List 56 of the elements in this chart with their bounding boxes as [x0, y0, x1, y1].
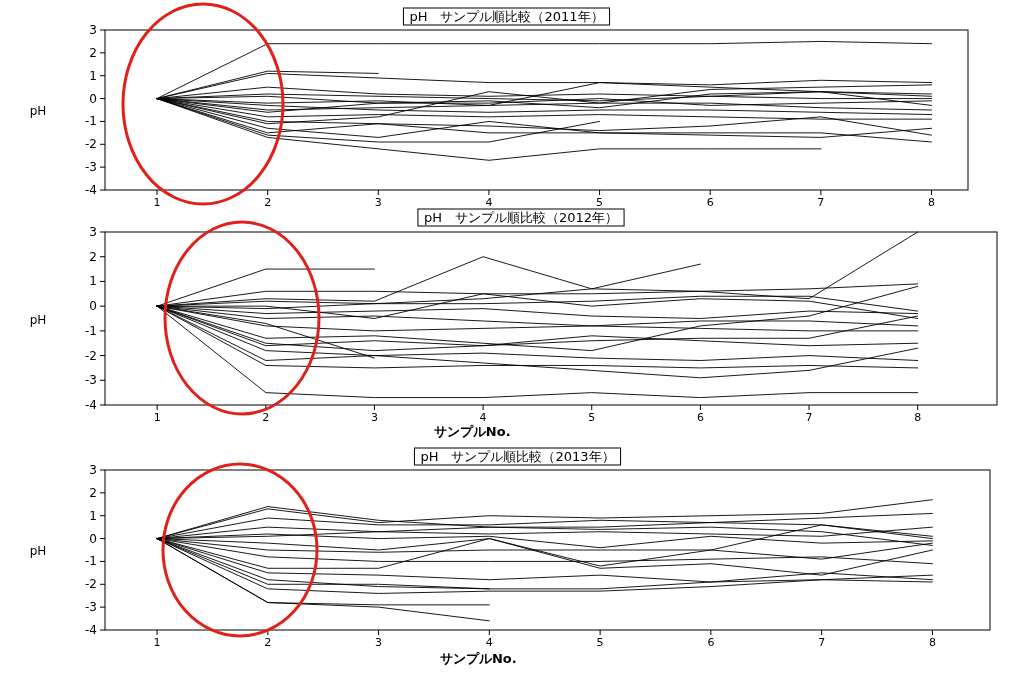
y-tick-label: 0 [89, 299, 97, 314]
x-tick-label: 7 [817, 196, 825, 209]
x-tick-label: 8 [914, 411, 922, 424]
y-tick-label: 0 [89, 91, 97, 106]
x-tick-label: 1 [153, 196, 161, 209]
y-tick-label: -3 [85, 373, 97, 388]
x-tick-label: 8 [928, 636, 936, 649]
x-tick-label: 5 [596, 636, 604, 649]
y-tick-label: -3 [85, 160, 97, 175]
x-tick-label: 2 [264, 196, 272, 209]
x-axis-title: サンプルNo. [433, 424, 511, 439]
x-tick-label: 6 [706, 196, 714, 209]
x-tick-label: 3 [375, 636, 383, 649]
y-tick-label: -1 [85, 323, 97, 338]
x-tick-label: 3 [370, 411, 378, 424]
x-tick-label: 5 [596, 196, 604, 209]
y-tick-label: 3 [89, 463, 97, 477]
y-axis-title: pH [29, 104, 47, 118]
chart-title: pH サンプル順比較（2011年） [409, 9, 604, 24]
chart-title: pH サンプル順比較（2013年） [420, 449, 615, 464]
y-tick-label: 3 [89, 23, 97, 37]
y-tick-label: 2 [89, 249, 97, 264]
y-tick-label: 2 [89, 485, 97, 500]
x-tick-label: 7 [805, 411, 813, 424]
y-axis-title: pH [29, 544, 47, 558]
y-tick-label: -2 [85, 348, 97, 363]
x-tick-label: 3 [374, 196, 382, 209]
x-tick-label: 1 [153, 411, 161, 424]
x-tick-label: 2 [262, 411, 270, 424]
y-tick-label: 1 [89, 68, 97, 83]
y-tick-label: -2 [85, 577, 97, 592]
x-tick-label: 5 [588, 411, 596, 424]
x-tick-label: 6 [696, 411, 704, 424]
y-tick-label: -4 [85, 398, 97, 412]
chart-title: pH サンプル順比較（2012年） [423, 210, 619, 225]
y-tick-label: -1 [85, 554, 97, 569]
x-tick-label: 4 [485, 196, 493, 209]
y-tick-label: 1 [89, 274, 97, 289]
x-tick-label: 4 [479, 411, 487, 424]
x-tick-label: 1 [153, 636, 161, 649]
y-tick-label: -2 [85, 137, 97, 152]
y-tick-label: -4 [85, 183, 97, 197]
y-tick-label: 2 [89, 45, 97, 60]
x-tick-label: 6 [707, 636, 715, 649]
x-tick-label: 2 [264, 636, 272, 649]
y-tick-label: 3 [89, 225, 97, 239]
y-tick-label: -4 [85, 623, 97, 637]
y-tick-label: 1 [89, 508, 97, 523]
x-tick-label: 8 [927, 196, 935, 209]
x-axis-title: サンプルNo. [439, 651, 517, 666]
y-axis-title: pH [29, 312, 47, 327]
y-tick-label: -3 [85, 600, 97, 615]
y-tick-label: 0 [89, 531, 97, 546]
y-tick-label: -1 [85, 114, 97, 129]
x-tick-label: 4 [485, 636, 493, 649]
x-tick-label: 7 [818, 636, 826, 649]
